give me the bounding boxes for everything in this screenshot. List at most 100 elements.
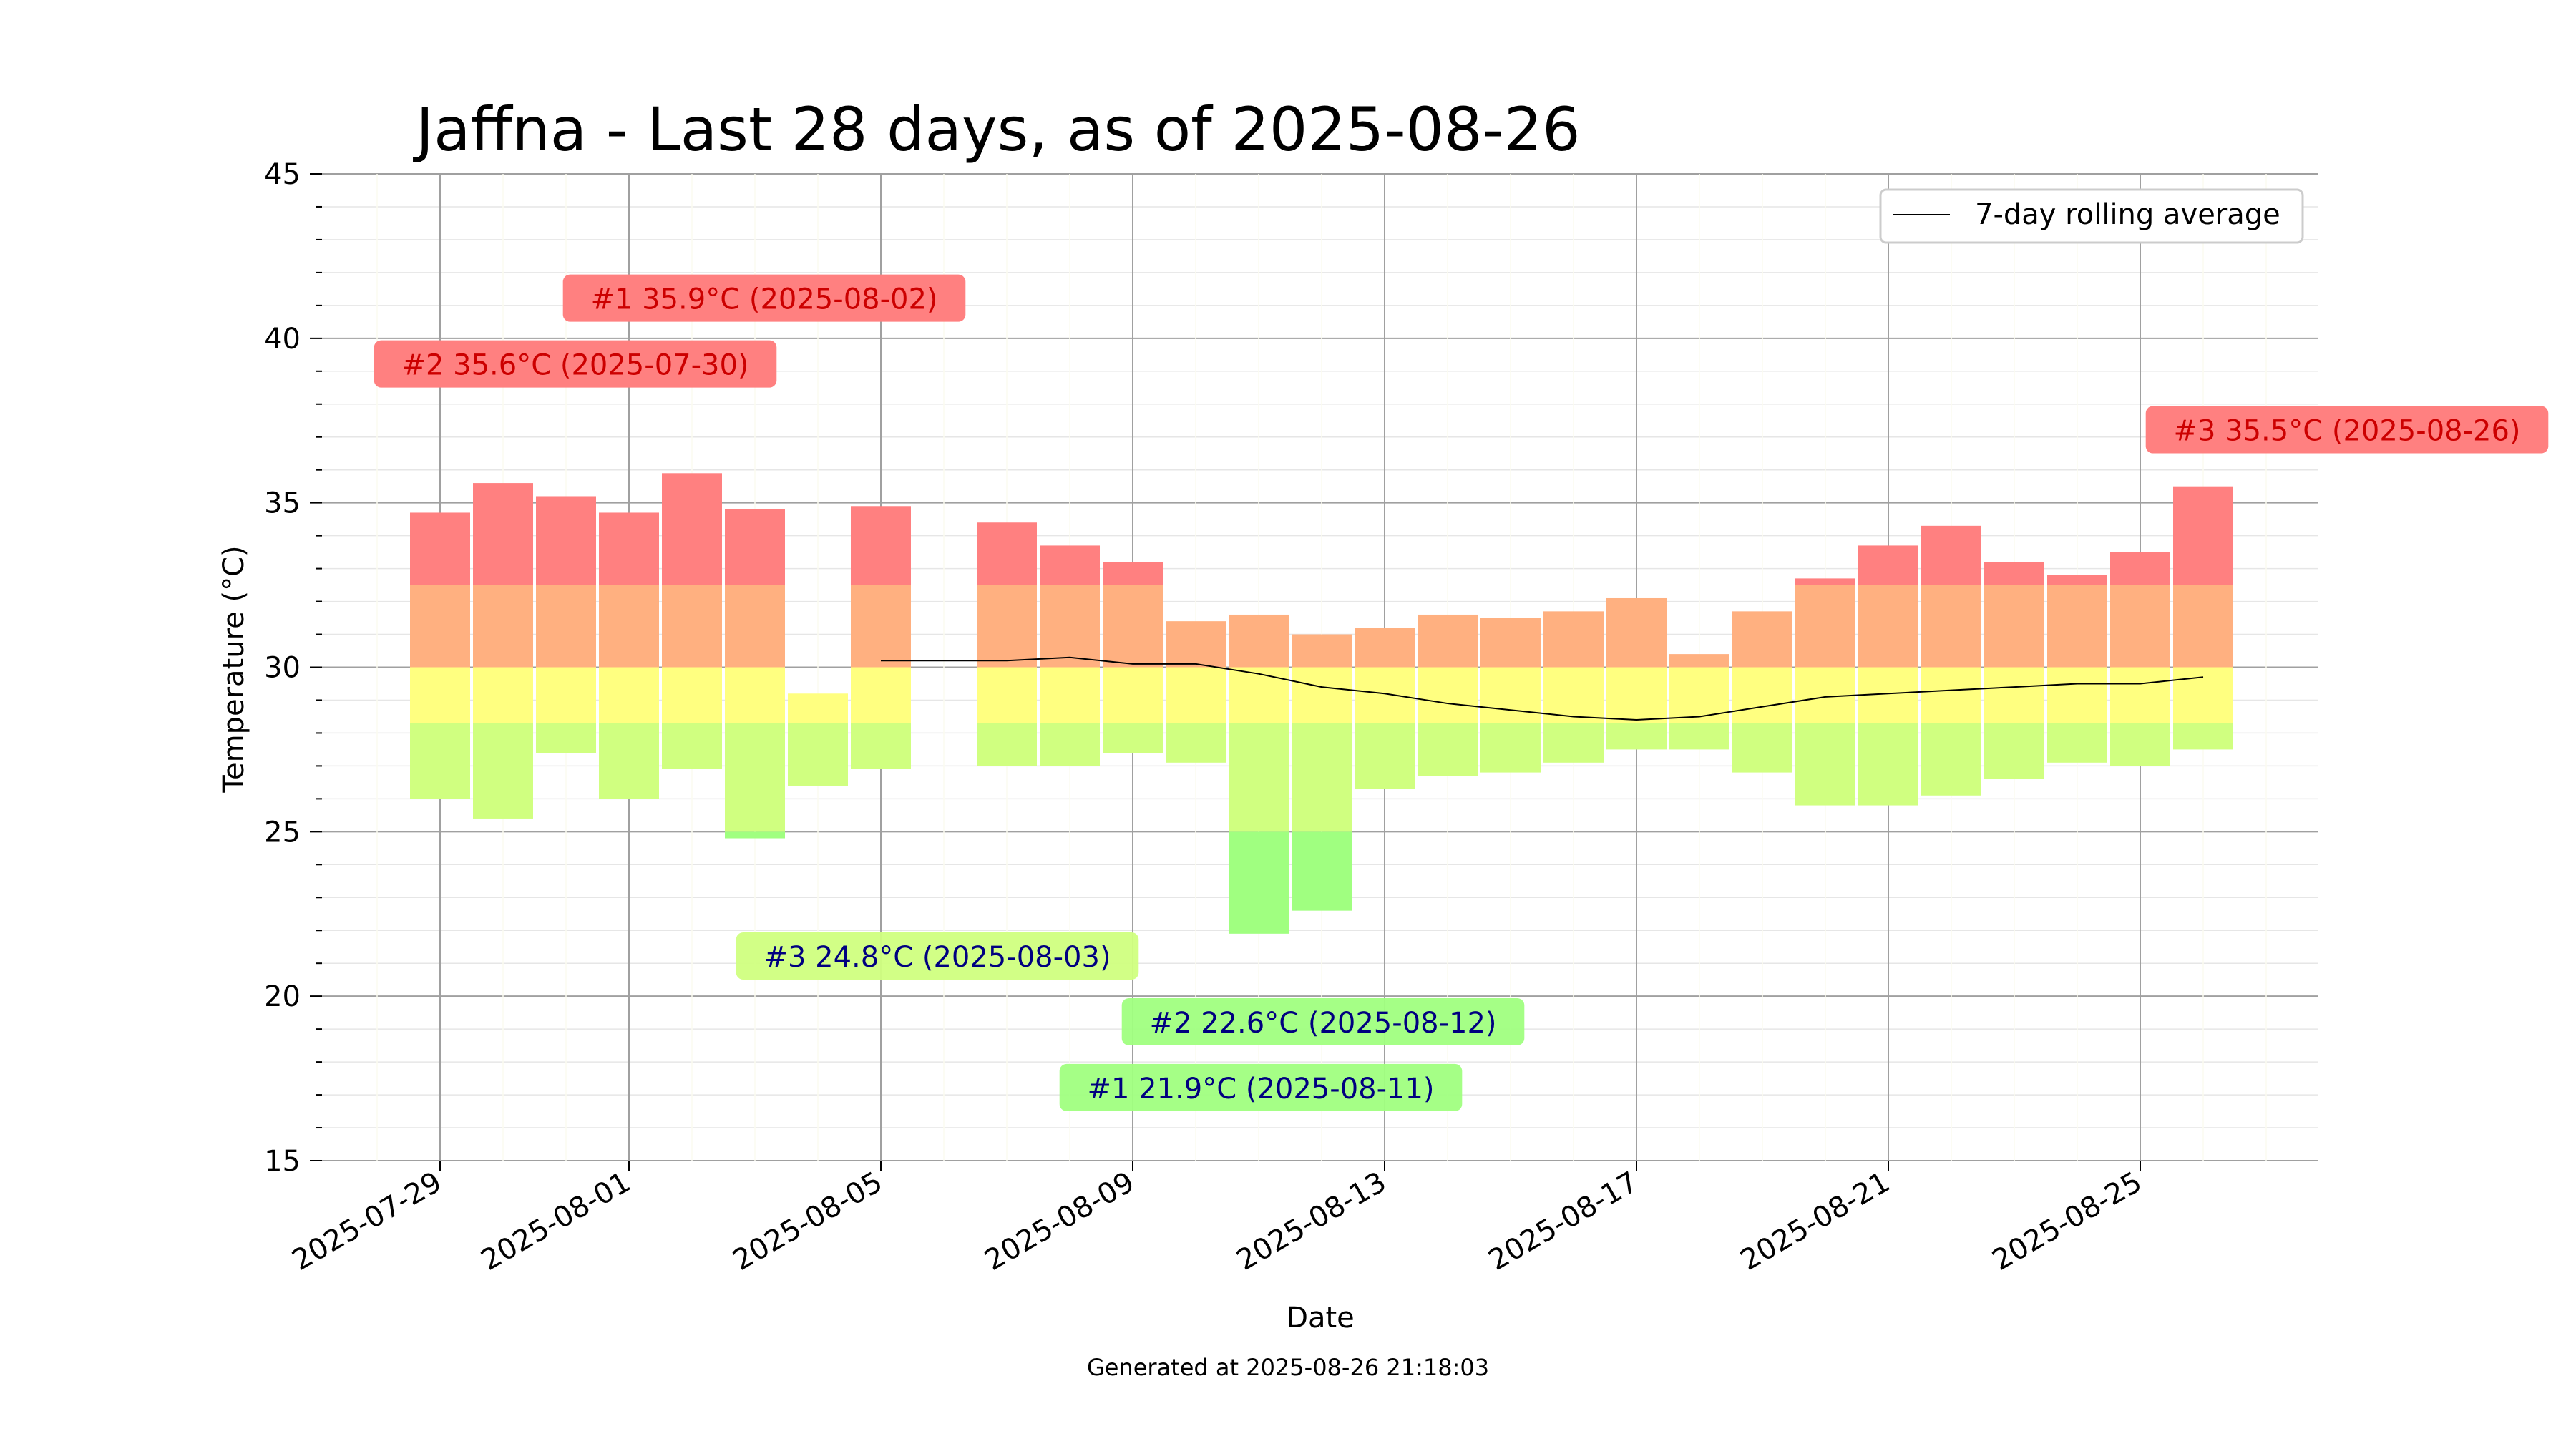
temperature-bar-segment bbox=[1606, 597, 1667, 668]
temperature-bar-segment bbox=[536, 667, 596, 723]
temperature-bar-segment bbox=[725, 723, 785, 832]
temperature-bar-segment bbox=[2047, 667, 2107, 723]
x-tick-label: 2025-08-17 bbox=[1483, 1166, 1644, 1277]
temperature-bar-segment bbox=[1103, 585, 1163, 668]
temperature-bar-segment bbox=[2173, 723, 2233, 750]
annotation-box bbox=[562, 274, 966, 322]
temperature-bar-segment bbox=[536, 585, 596, 668]
temperature-bar-segment bbox=[1795, 578, 1855, 585]
temperature-bar-segment bbox=[1669, 654, 1729, 668]
high-record-annotation: #1 35.9°C (2025-08-02) bbox=[562, 274, 966, 322]
annotation-label: #2 22.6°C (2025-08-12) bbox=[1149, 1007, 1496, 1040]
temperature-bar-segment bbox=[1543, 723, 1604, 763]
temperature-bar-segment bbox=[1229, 667, 1289, 723]
x-tick-label: 2025-08-13 bbox=[1231, 1166, 1392, 1277]
x-tick-label: 2025-07-29 bbox=[287, 1166, 447, 1277]
temperature-bar-segment bbox=[1669, 723, 1729, 750]
temperature-bar-segment bbox=[410, 585, 470, 668]
annotations-layer: #1 35.9°C (2025-08-02) #2 35.6°C (2025-07… bbox=[374, 274, 2549, 1111]
temperature-bar-segment bbox=[851, 506, 911, 585]
temperature-bar-segment bbox=[1732, 611, 1792, 668]
temperature-bar-segment bbox=[473, 585, 533, 668]
temperature-bar-segment bbox=[473, 667, 533, 723]
temperature-bar-segment bbox=[599, 667, 659, 723]
temperature-bar-segment bbox=[1606, 723, 1667, 750]
annotation-label: #1 35.9°C (2025-08-02) bbox=[590, 283, 937, 316]
temperature-bar-segment bbox=[1858, 723, 1918, 806]
temperature-bar-segment bbox=[662, 473, 722, 585]
temperature-bar-segment bbox=[1292, 634, 1352, 668]
temperature-bar-segment bbox=[1166, 723, 1226, 763]
bars-layer bbox=[410, 473, 2233, 934]
temperature-bar-segment bbox=[1858, 585, 1918, 668]
x-tick-label: 2025-08-01 bbox=[476, 1166, 636, 1277]
temperature-bar-segment bbox=[536, 496, 596, 585]
temperature-bar-segment bbox=[1418, 723, 1478, 776]
temperature-bar-segment bbox=[1858, 545, 1918, 585]
temperature-bar-segment bbox=[2173, 585, 2233, 668]
temperature-bar-segment bbox=[1229, 723, 1289, 832]
y-tick-label: 20 bbox=[264, 980, 301, 1013]
temperature-bar-segment bbox=[977, 723, 1037, 766]
temperature-bar-segment bbox=[1166, 621, 1226, 668]
temperature-bar-segment bbox=[1732, 723, 1792, 773]
temperature-bar-segment bbox=[1480, 667, 1541, 723]
temperature-bar-segment bbox=[725, 667, 785, 723]
high-record-annotation: #3 35.5°C (2025-08-26) bbox=[2145, 406, 2549, 454]
temperature-bar-segment bbox=[1732, 667, 1792, 723]
temperature-bar-segment bbox=[1166, 667, 1226, 723]
temperature-bar-segment bbox=[788, 693, 848, 723]
x-tick-label: 2025-08-05 bbox=[728, 1166, 888, 1277]
temperature-bar-segment bbox=[410, 512, 470, 585]
low-record-annotation: #2 22.6°C (2025-08-12) bbox=[1121, 997, 1525, 1045]
temperature-bar-segment bbox=[1480, 618, 1541, 668]
temperature-bar-segment bbox=[2047, 723, 2107, 763]
temperature-bar-segment bbox=[1921, 667, 1981, 723]
temperature-bar-segment bbox=[1606, 667, 1667, 723]
temperature-bar-segment bbox=[1040, 545, 1100, 585]
y-tick-label: 15 bbox=[264, 1145, 301, 1178]
annotation-box bbox=[1059, 1063, 1463, 1111]
legend-box bbox=[1879, 188, 2304, 244]
temperature-bar-segment bbox=[1229, 831, 1289, 934]
temperature-bar-segment bbox=[1921, 723, 1981, 796]
temperature-bar-segment bbox=[851, 723, 911, 769]
temperature-bar-segment bbox=[1984, 585, 2044, 668]
temperature-bar-segment bbox=[1418, 614, 1478, 668]
x-tick-label: 2025-08-21 bbox=[1735, 1166, 1896, 1277]
temperature-bar-segment bbox=[1292, 831, 1352, 911]
footer-generated-at: Generated at 2025-08-26 21:18:03 bbox=[1087, 1354, 1489, 1381]
annotation-label: #1 21.9°C (2025-08-11) bbox=[1087, 1073, 1434, 1106]
low-record-annotation: #3 24.8°C (2025-08-03) bbox=[736, 932, 1139, 980]
temperature-bar-segment bbox=[410, 723, 470, 799]
y-tick-label: 25 bbox=[264, 816, 301, 849]
x-axis-label: Date bbox=[1286, 1302, 1355, 1335]
temperature-bar-segment bbox=[2047, 585, 2107, 668]
temperature-bar-segment bbox=[2110, 585, 2170, 668]
rolling-average-layer bbox=[881, 656, 2204, 721]
temperature-bar-segment bbox=[851, 667, 911, 723]
temperature-bar-segment bbox=[1795, 723, 1855, 806]
temperature-bar-segment bbox=[2047, 575, 2107, 585]
y-tick-label: 30 bbox=[264, 652, 301, 685]
rolling-average-line bbox=[881, 656, 2204, 721]
temperature-bar-segment bbox=[1292, 667, 1352, 723]
temperature-bar-segment bbox=[1040, 667, 1100, 723]
temperature-bar-segment bbox=[1103, 723, 1163, 753]
temperature-bar-segment bbox=[1040, 585, 1100, 668]
temperature-bar-segment bbox=[1418, 667, 1478, 723]
temperature-bar-segment bbox=[977, 585, 1037, 668]
temperature-bar-segment bbox=[662, 585, 722, 668]
legend: 7-day rolling average bbox=[1879, 188, 2304, 244]
temperature-bar-segment bbox=[599, 723, 659, 799]
temperature-bar-segment bbox=[1921, 585, 1981, 668]
annotation-box bbox=[1121, 997, 1525, 1045]
annotation-box bbox=[736, 932, 1139, 980]
temperature-bar-segment bbox=[851, 585, 911, 668]
annotation-label: #3 35.5°C (2025-08-26) bbox=[2173, 415, 2520, 448]
annotation-label: #2 35.6°C (2025-07-30) bbox=[401, 349, 748, 382]
chart-title: Jaffna - Last 28 days, as of 2025-08-26 bbox=[412, 94, 1580, 165]
temperature-bar-segment bbox=[599, 512, 659, 585]
temperature-bar-segment bbox=[1103, 667, 1163, 723]
